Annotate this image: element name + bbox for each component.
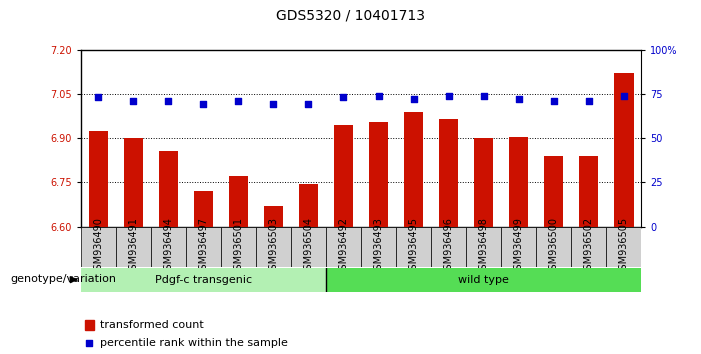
Text: GSM936502: GSM936502 [584, 217, 594, 276]
Bar [614, 73, 634, 227]
Text: GSM936497: GSM936497 [198, 217, 208, 276]
Text: GSM936492: GSM936492 [339, 217, 348, 276]
Text: GSM936495: GSM936495 [409, 217, 418, 276]
Bar [88, 131, 108, 227]
Text: transformed count: transformed count [100, 320, 203, 330]
Text: GSM936503: GSM936503 [268, 217, 278, 276]
Bar [501, 227, 536, 267]
Bar [116, 227, 151, 267]
Bar [229, 176, 248, 227]
Bar [186, 227, 221, 267]
Text: GSM936500: GSM936500 [549, 217, 559, 276]
Point [128, 98, 139, 104]
Bar [361, 227, 396, 267]
Text: GSM936494: GSM936494 [163, 217, 173, 276]
Text: GSM936499: GSM936499 [514, 217, 524, 276]
Bar [151, 227, 186, 267]
Bar [509, 137, 529, 227]
Point [373, 93, 384, 98]
Text: GDS5320 / 10401713: GDS5320 / 10401713 [276, 9, 425, 23]
Text: genotype/variation: genotype/variation [11, 274, 116, 284]
Bar [299, 184, 318, 227]
Text: GSM936493: GSM936493 [374, 217, 383, 276]
Point [366, 259, 377, 265]
Bar [256, 227, 291, 267]
Point [303, 102, 314, 107]
Point [548, 98, 559, 104]
Bar [85, 320, 94, 330]
Point [513, 96, 524, 102]
Bar [81, 268, 326, 292]
Point [408, 96, 419, 102]
Text: Pdgf-c transgenic: Pdgf-c transgenic [155, 275, 252, 285]
Text: GSM936501: GSM936501 [233, 217, 243, 276]
Point [268, 102, 279, 107]
Bar [123, 138, 143, 227]
Point [583, 98, 594, 104]
Bar [193, 191, 213, 227]
Text: GSM936496: GSM936496 [444, 217, 454, 276]
Bar [291, 227, 326, 267]
Bar [474, 138, 494, 227]
Bar [326, 227, 361, 267]
Text: GSM936498: GSM936498 [479, 217, 489, 276]
Point [338, 95, 349, 100]
Bar [536, 227, 571, 267]
Bar [396, 227, 431, 267]
Bar [571, 227, 606, 267]
Bar [264, 206, 283, 227]
Point [478, 93, 489, 98]
Bar [369, 122, 388, 227]
Text: wild type: wild type [458, 275, 509, 285]
Bar [158, 152, 178, 227]
Text: GSM936491: GSM936491 [128, 217, 138, 276]
Bar [326, 268, 641, 292]
Point [93, 95, 104, 100]
Bar [404, 112, 423, 227]
Bar [334, 125, 353, 227]
Point [443, 93, 454, 98]
Point [233, 98, 244, 104]
Bar [606, 227, 641, 267]
Point [618, 93, 629, 98]
Bar [431, 227, 466, 267]
Text: GSM936505: GSM936505 [619, 217, 629, 276]
Bar [81, 227, 116, 267]
Text: GSM936490: GSM936490 [93, 217, 103, 276]
Point [198, 102, 209, 107]
Bar [544, 156, 564, 227]
Point [163, 98, 174, 104]
Bar [579, 156, 599, 227]
Text: GSM936504: GSM936504 [304, 217, 313, 276]
Bar [466, 227, 501, 267]
Bar [221, 227, 256, 267]
Text: percentile rank within the sample: percentile rank within the sample [100, 338, 287, 348]
Bar [439, 119, 458, 227]
